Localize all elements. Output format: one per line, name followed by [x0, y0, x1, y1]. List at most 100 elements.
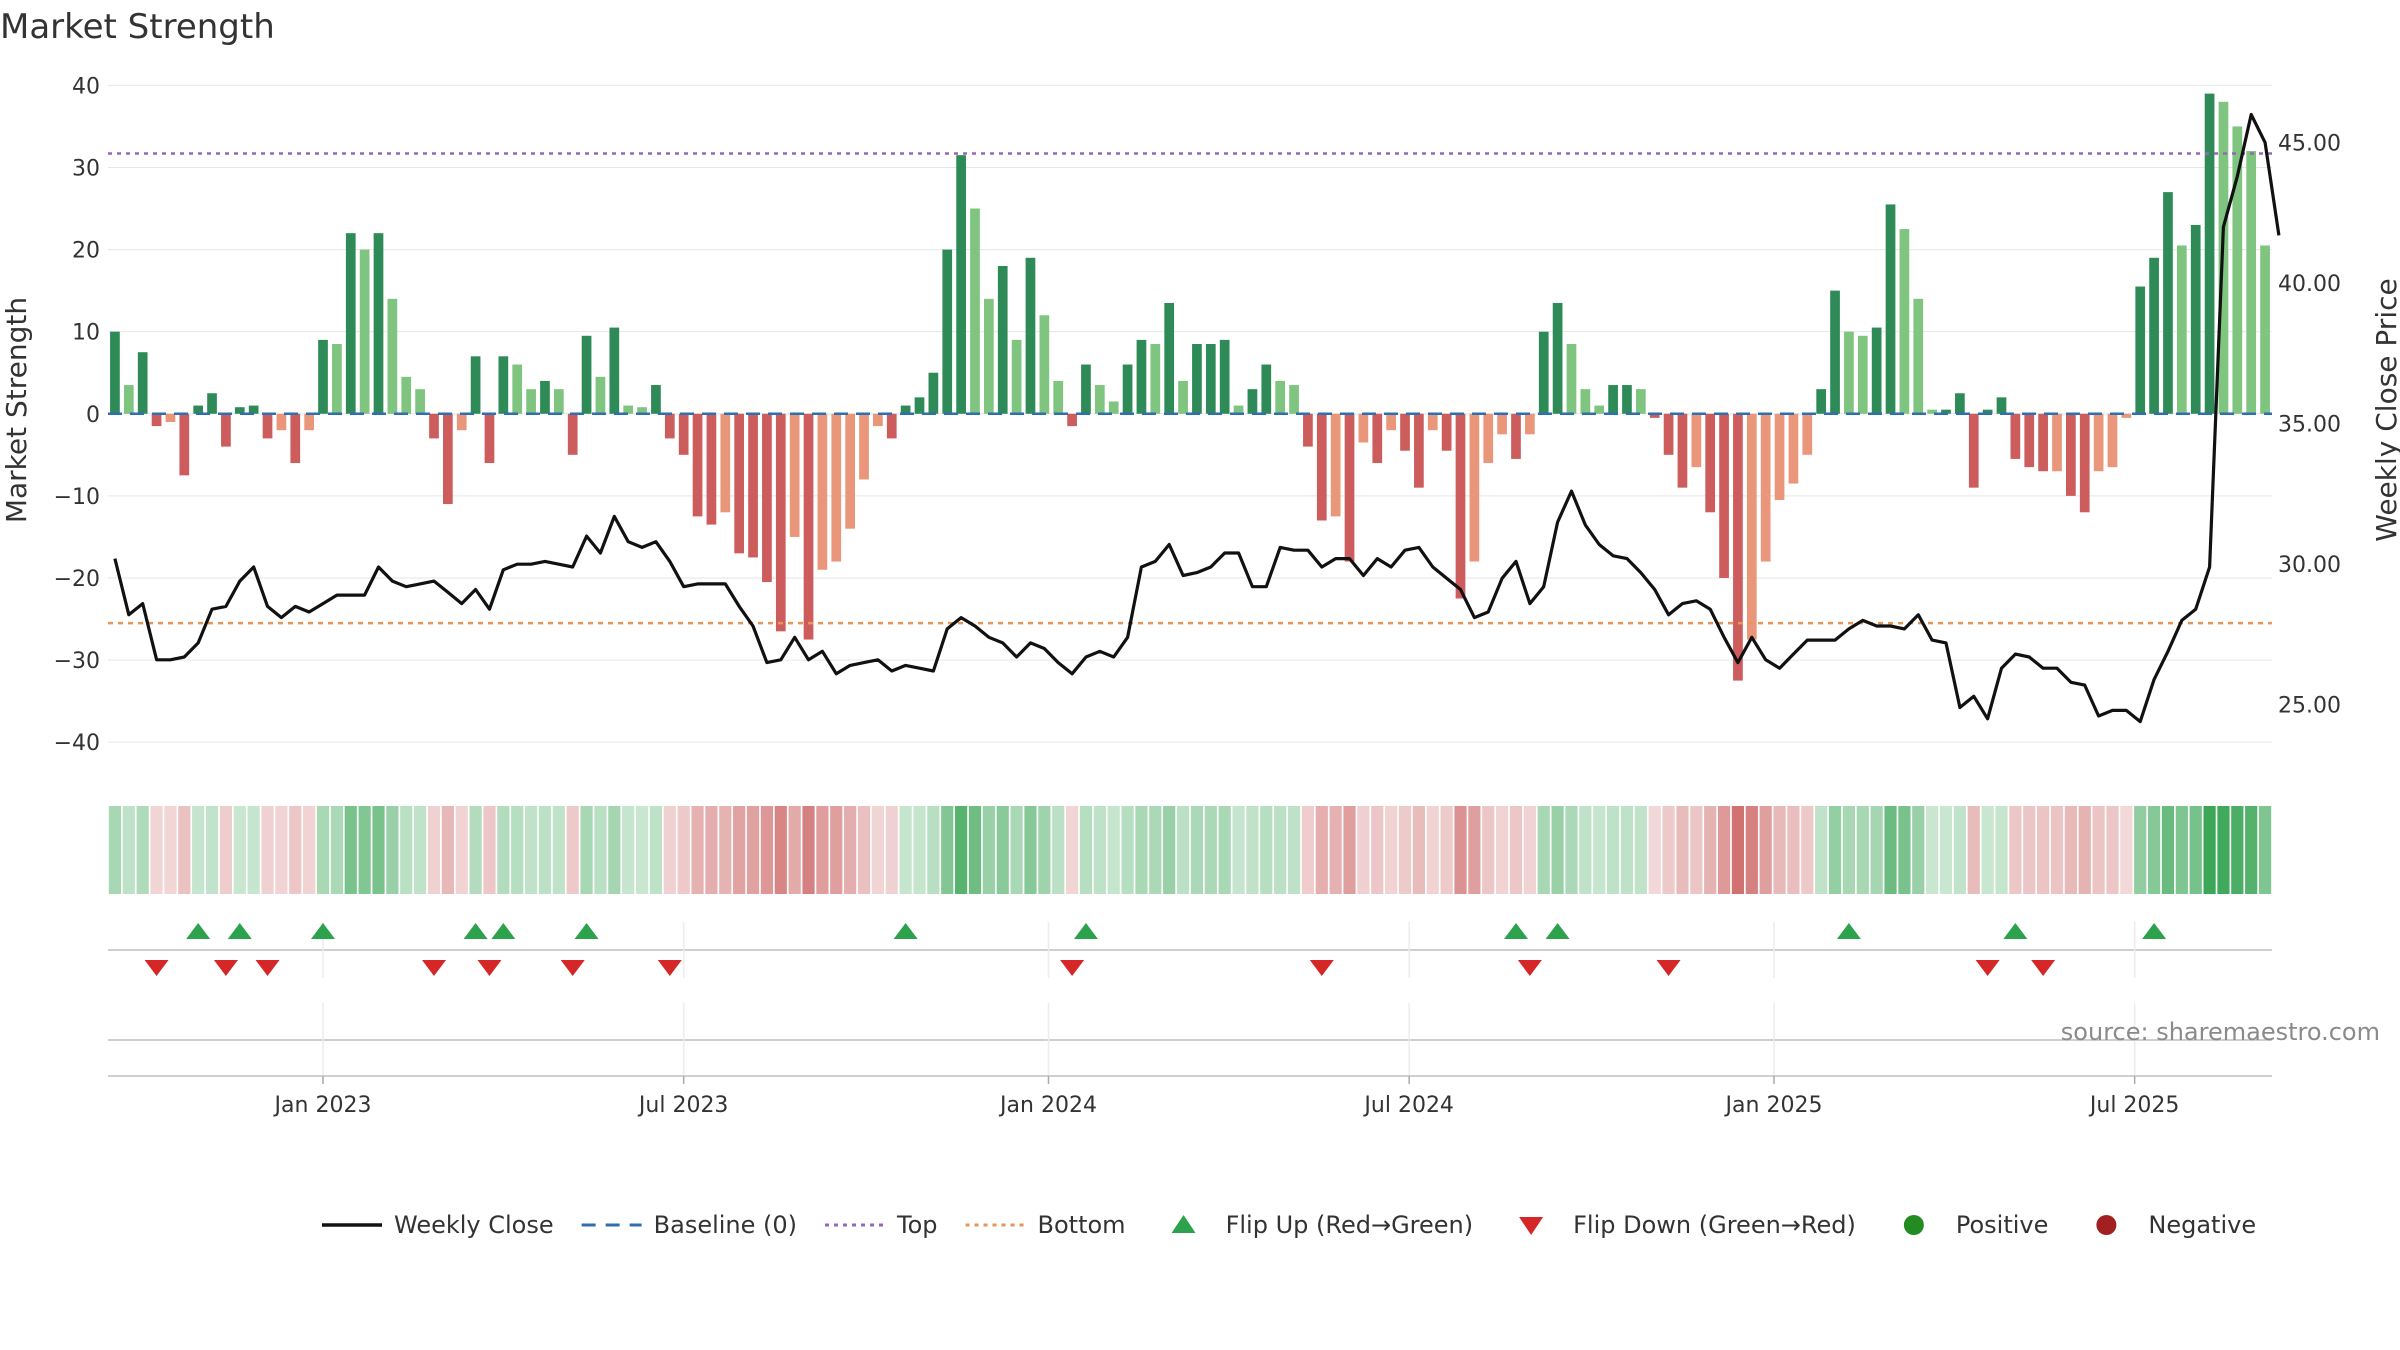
strength-bar — [2190, 224, 2201, 414]
strength-bar — [1968, 413, 1979, 488]
strength-bar — [345, 233, 356, 414]
strength-bar — [1830, 290, 1840, 414]
heat-cell — [1135, 806, 1148, 894]
strength-bar — [1330, 413, 1341, 517]
heat-cell — [2258, 806, 2272, 894]
right-axis-ticks: 45.00 40.00 35.00 30.00 25.00 — [2278, 132, 2341, 719]
left-axis-ticks: 40 30 20 10 0 −10 −20 −30 −40 — [54, 74, 100, 756]
heat-cell — [1828, 806, 1842, 894]
heat-cell — [1149, 806, 1162, 894]
strength-bar — [1677, 413, 1688, 488]
legend-item: Top — [825, 1211, 938, 1239]
flip-down-marker — [1975, 960, 2000, 976]
heat-cell — [2037, 806, 2050, 894]
strength-bar — [2024, 413, 2035, 468]
strength-bar — [748, 413, 758, 558]
heat-cell — [1010, 806, 1023, 894]
right-tick-label: 35.00 — [2278, 413, 2341, 438]
heat-cell — [1856, 806, 1869, 894]
heat-cell — [1620, 806, 1634, 894]
left-tick-label: 30 — [72, 156, 100, 181]
heat-cell — [1579, 806, 1592, 894]
heat-cell — [1496, 806, 1509, 894]
strength-bar — [1219, 339, 1230, 414]
strength-bar — [1760, 413, 1771, 562]
x-tick-label: Jan 2025 — [1724, 1093, 1823, 1118]
strength-bar — [318, 339, 328, 414]
left-tick-label: 0 — [86, 403, 100, 428]
heat-cell — [1412, 806, 1425, 894]
heat-cell — [136, 806, 149, 894]
heat-cell — [2203, 806, 2216, 894]
heat-cell — [1038, 806, 1051, 894]
heat-cell — [1759, 806, 1772, 894]
strength-bar — [1441, 413, 1452, 451]
heat-cell — [192, 806, 205, 894]
flip-up-marker — [227, 923, 252, 939]
strength-bar — [678, 413, 689, 455]
heat-cell — [580, 806, 593, 894]
heat-cell — [1315, 806, 1328, 894]
strength-bar — [1469, 413, 1480, 562]
strength-bar — [623, 405, 634, 414]
heat-cell — [955, 806, 968, 894]
heat-cell — [719, 806, 732, 894]
strength-bar — [1538, 331, 1549, 414]
left-tick-label: −30 — [54, 649, 100, 674]
flip-up-marker — [893, 923, 918, 939]
strength-bar — [1885, 204, 1896, 414]
right-tick-label: 25.00 — [2278, 694, 2341, 719]
strength-bar — [2079, 413, 2090, 513]
strength-bar — [2149, 257, 2159, 414]
heat-cell — [372, 806, 385, 894]
heat-cell — [150, 806, 163, 894]
strength-bar — [1802, 413, 1813, 455]
flip-down-marker — [1517, 960, 1542, 976]
left-tick-label: −20 — [54, 567, 100, 592]
heat-cell — [2064, 806, 2077, 894]
strength-bar — [1303, 413, 1313, 447]
heat-cell — [427, 806, 441, 894]
heat-cell — [1246, 806, 1259, 894]
flip-down-marker — [657, 960, 682, 976]
strength-bar — [262, 413, 273, 439]
heat-cell — [1260, 806, 1273, 894]
legend-symbol — [1903, 1215, 1924, 1235]
heat-cell — [552, 806, 565, 894]
heat-cell — [1662, 806, 1675, 894]
heat-cell — [857, 806, 871, 894]
strength-bar — [1871, 327, 1882, 414]
legend-label: Top — [896, 1211, 938, 1239]
heat-cell — [1509, 806, 1523, 894]
strength-bar — [637, 407, 647, 414]
strength-bar — [775, 413, 786, 632]
heat-cell — [358, 806, 371, 894]
strength-bar — [1982, 409, 1993, 414]
x-tick-label: Jul 2023 — [637, 1093, 729, 1118]
strength-bar — [845, 413, 855, 529]
strength-bar — [567, 413, 578, 455]
strength-bar — [1414, 413, 1424, 488]
heat-cell — [1523, 806, 1536, 894]
legend-item: Flip Up (Red→Green) — [1171, 1211, 1474, 1239]
heat-cell — [1912, 806, 1925, 894]
x-tick-label: Jul 2024 — [1362, 1093, 1454, 1118]
strength-bar — [276, 413, 287, 431]
strength-bar — [290, 413, 301, 464]
heat-cell — [1884, 806, 1897, 894]
flip-down-marker — [1309, 960, 1334, 976]
legend-label: Positive — [1956, 1211, 2049, 1239]
flip-up-marker — [574, 923, 599, 939]
strength-bar — [609, 327, 620, 414]
strength-bar — [928, 372, 939, 414]
heat-cell — [1218, 806, 1231, 894]
heat-cell — [178, 806, 191, 894]
strength-bar — [110, 331, 120, 414]
strength-bar — [1358, 413, 1369, 443]
strength-bar — [248, 405, 259, 414]
legend-symbol — [1171, 1215, 1196, 1233]
left-tick-label: −10 — [54, 485, 100, 510]
legend-label: Flip Up (Red→Green) — [1226, 1211, 1474, 1239]
strength-bar — [1122, 364, 1133, 414]
strength-bar — [706, 413, 717, 525]
